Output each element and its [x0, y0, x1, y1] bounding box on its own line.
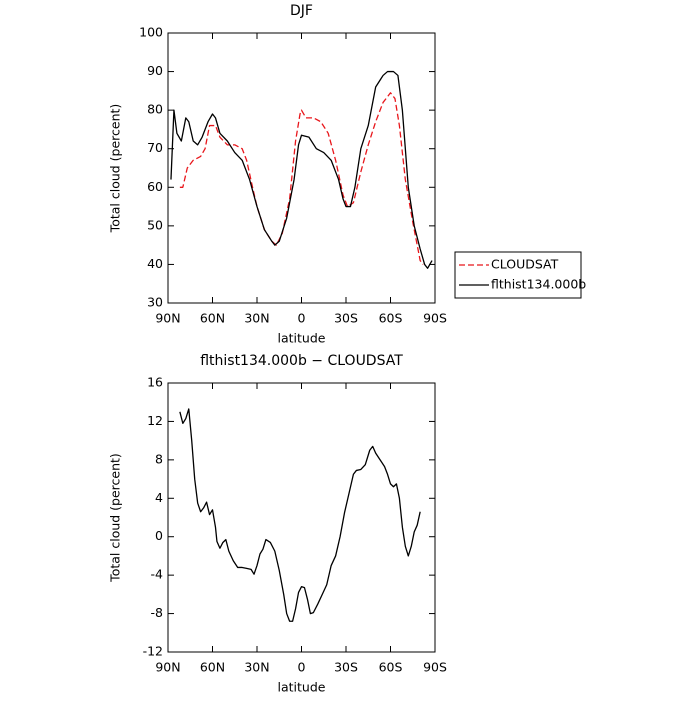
legend-label: flthist134.000b — [491, 277, 586, 292]
x-axis-label: latitude — [278, 331, 326, 346]
x-tick-label: 0 — [298, 660, 306, 675]
legend-box — [454, 251, 582, 299]
x-tick-label: 60N — [200, 660, 225, 675]
x-tick-label: 90N — [155, 311, 180, 326]
x-tick-label: 30N — [244, 311, 269, 326]
series-line — [179, 92, 424, 265]
y-tick-label: 100 — [139, 25, 163, 40]
x-tick-label: 30N — [244, 660, 269, 675]
y-tick-label: -8 — [151, 605, 164, 620]
y-tick-label: 0 — [155, 528, 163, 543]
x-tick-label: 60S — [379, 311, 403, 326]
x-axis-label: latitude — [278, 680, 326, 695]
x-tick-label: 90N — [155, 660, 180, 675]
y-axis-label: Total cloud (percent) — [108, 453, 123, 583]
x-tick-label: 30S — [334, 660, 358, 675]
y-tick-label: -12 — [143, 644, 163, 659]
y-tick-label: 70 — [147, 140, 163, 155]
y-tick-label: 90 — [147, 63, 163, 78]
x-tick-label: 90S — [423, 311, 447, 326]
x-tick-label: 90S — [423, 660, 447, 675]
chart-title: DJF — [290, 3, 313, 19]
x-tick-label: 60N — [200, 311, 225, 326]
y-tick-label: 16 — [147, 375, 163, 390]
y-tick-label: 60 — [147, 179, 163, 194]
plot-frame — [167, 382, 436, 653]
y-tick-label: 8 — [155, 451, 163, 466]
legend-label: CLOUDSAT — [491, 257, 559, 272]
series-line — [170, 70, 433, 269]
x-tick-label: 30S — [334, 311, 358, 326]
y-tick-label: 80 — [147, 102, 163, 117]
y-axis-label: Total cloud (percent) — [108, 104, 123, 234]
y-tick-label: -4 — [151, 567, 164, 582]
x-tick-label: 60S — [379, 660, 403, 675]
y-tick-label: 12 — [147, 413, 163, 428]
chart-title: flthist134.000b − CLOUDSAT — [200, 353, 403, 369]
series-line — [179, 408, 421, 622]
y-tick-label: 4 — [155, 490, 163, 505]
y-tick-label: 40 — [147, 256, 163, 271]
y-tick-label: 30 — [147, 295, 163, 310]
y-tick-label: 50 — [147, 217, 163, 232]
x-tick-label: 0 — [298, 311, 306, 326]
